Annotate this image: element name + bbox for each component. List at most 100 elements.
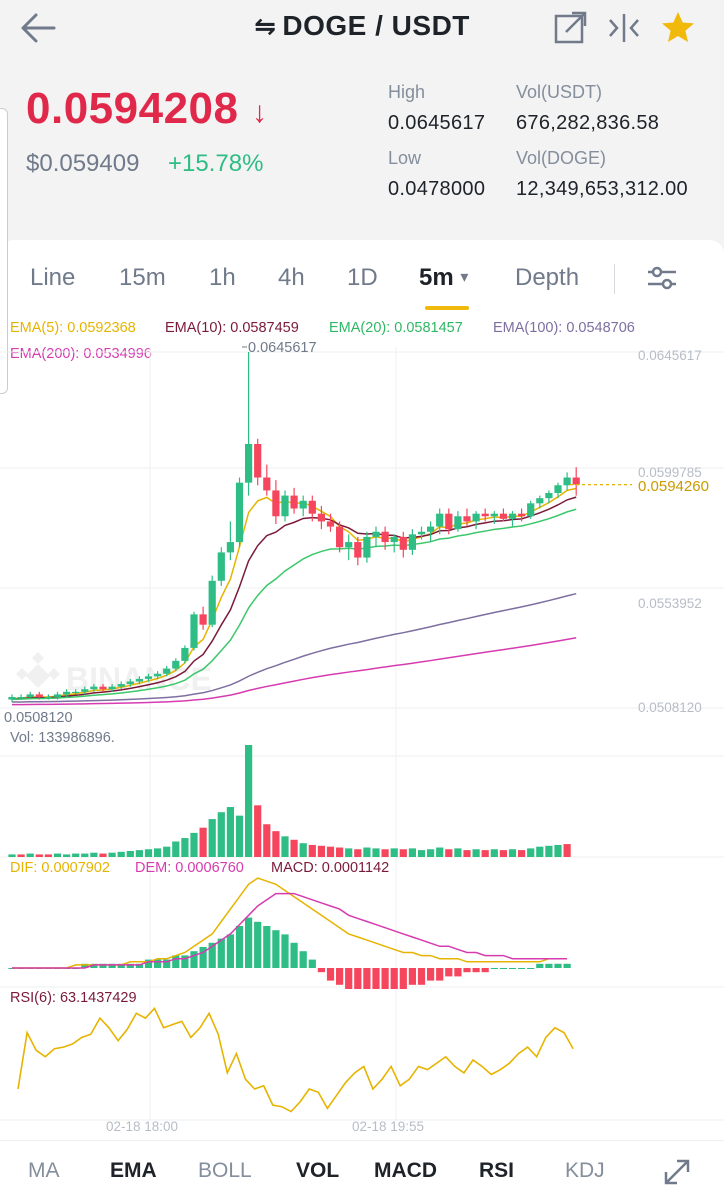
volume-bar [390,848,398,857]
candle-body [481,513,489,517]
volume-bar [554,844,562,857]
candle-body [345,542,353,548]
macd-hist-bar [390,968,398,989]
macd-hist-bar [108,963,116,968]
candle-body [235,482,244,543]
indicator-bar: MA EMA BOLL VOL MACD RSI KDJ [0,1140,724,1200]
fullscreen-expand-icon[interactable] [660,1155,694,1189]
tab-4h[interactable]: 4h [278,264,305,291]
indicator-boll[interactable]: BOLL [198,1159,252,1182]
back-arrow-icon[interactable] [18,10,58,46]
candle-body [126,681,134,685]
rsi-label: RSI(6): 63.1437429 [10,990,137,1006]
ema100-legend: EMA(100): 0.0548706 [493,320,635,336]
candle-body [536,498,544,504]
pair-title[interactable]: ⇋ DOGE / USDT [0,10,724,42]
macd-hist-bar [126,963,134,968]
macd-hist-bar [154,959,162,968]
volume-bar [199,827,207,857]
favorite-star-icon[interactable] [658,8,698,48]
share-external-icon[interactable] [550,8,590,48]
macd-hist-bar [399,968,407,989]
indicator-macd[interactable]: MACD [374,1159,437,1182]
dropdown-caret-icon: ▾ [460,269,469,286]
volume-bar [81,853,89,857]
tab-5m[interactable]: 5m ▾ [419,264,468,292]
macd-hist-bar [408,968,416,985]
candle-body [427,526,435,532]
volume-bar [445,849,453,857]
time-label-2: 02-18 19:55 [352,1119,424,1134]
macd-hist-bar [81,963,89,968]
candle-body [190,614,198,648]
indicator-rsi[interactable]: RSI [479,1159,515,1182]
side-drawer-handle[interactable] [0,108,8,394]
candle-body [99,686,107,690]
macd-hist-bar [281,934,289,968]
volume-bar [281,836,289,857]
indicator-vol[interactable]: VOL [296,1159,340,1182]
volume-bar [53,853,62,857]
high-marker: 0.0645617 [248,340,317,356]
rsi-line [17,1007,574,1113]
volume-bar [90,852,98,857]
macd-hist-bar [527,968,535,969]
volume-bar [536,846,544,857]
ema20-line [11,508,577,701]
time-label-1: 02-18 18:00 [106,1119,178,1134]
volume-bar [226,807,234,857]
indicator-kdj[interactable]: KDJ [565,1159,605,1182]
macd-hist-bar [99,963,107,968]
macd-hist-bar [508,968,517,969]
macd-hist-bar [490,968,498,969]
macd-hist-bar [208,942,216,968]
indicator-ema[interactable]: EMA [110,1159,157,1182]
volume-bar [326,846,335,857]
kline-chart[interactable]: BINANCE 0.06456170.05997850.05539520.050… [0,312,724,1140]
tab-1h[interactable]: 1h [209,264,236,291]
volume-bar [217,812,225,857]
candle-body [290,495,298,509]
macd-hist-bar [454,968,462,977]
volume-bar [272,831,280,857]
macd-hist-bar [190,951,198,968]
tab-15m[interactable]: 15m [119,264,166,291]
indicator-ma[interactable]: MA [28,1159,60,1182]
macd-dem-line [12,892,568,969]
tab-1d[interactable]: 1D [347,264,378,291]
volume-bar [381,849,389,857]
volume-bar [245,745,253,857]
volume-bar [208,819,216,857]
tab-line[interactable]: Line [30,264,76,291]
macd-hist-bar [90,963,98,968]
macd-dif-label: DIF: 0.0007902 [10,860,110,876]
candle-body [144,676,153,679]
chart-settings-icon[interactable] [644,260,680,296]
candle-body [336,526,344,548]
candle-body [445,513,453,530]
tab-depth[interactable]: Depth [515,264,580,291]
candle-body [390,536,398,543]
candle-body [436,513,444,527]
volume-bar [290,839,298,857]
ema100-line [11,592,577,703]
macd-hist-bar [445,968,453,977]
compare-split-icon[interactable] [604,8,644,48]
rsi-plot [17,1007,574,1113]
candle-body [90,686,98,690]
volume-bar [454,848,462,857]
volume-bar [254,805,262,857]
candle-body [381,531,389,543]
volume-bar [190,832,198,857]
vol-usdt-value: 676,282,836.58 [516,112,660,134]
volume-bar [499,850,507,857]
candle-body [8,696,16,700]
volume-bar [135,850,143,857]
candle-body [527,503,535,517]
y-tick-label: 0.0645617 [638,348,702,363]
candle-body [172,660,180,669]
macd-hist-bar [326,968,335,981]
candle-body [281,495,289,517]
candle-body [208,580,216,625]
macd-hist-bar [245,917,253,968]
